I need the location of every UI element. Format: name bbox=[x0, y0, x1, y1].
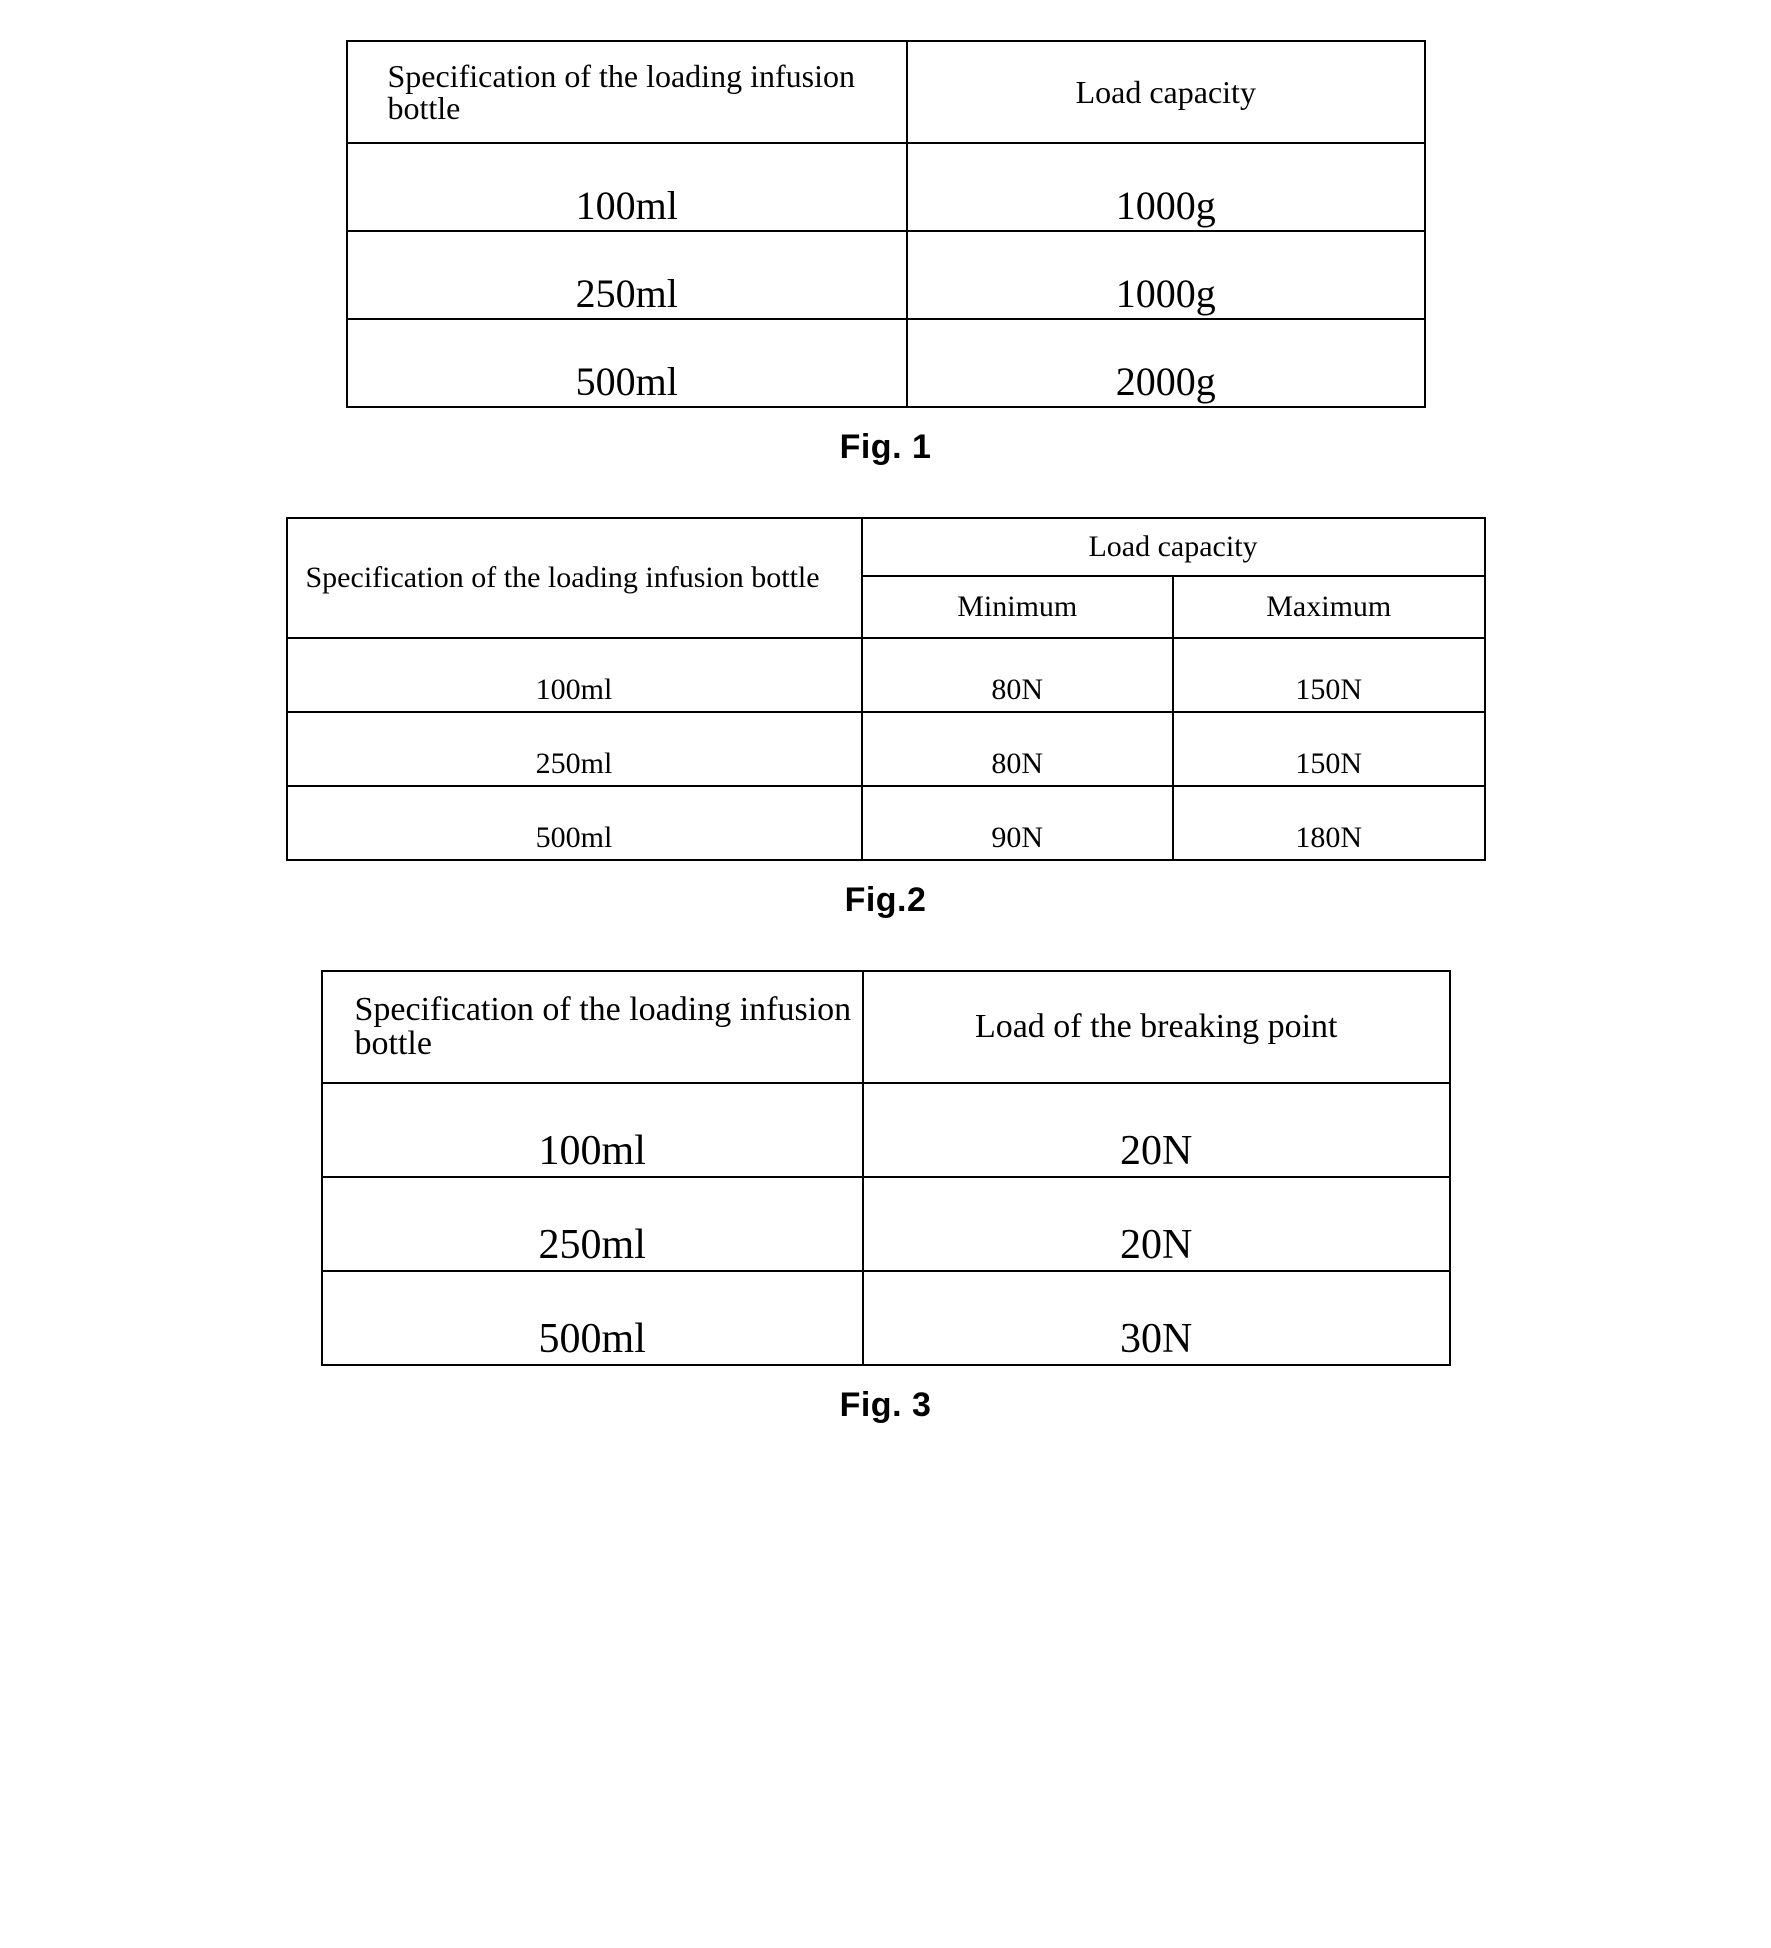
col-header-load: Load of the breaking point bbox=[863, 971, 1450, 1083]
cell-load: 20N bbox=[863, 1083, 1450, 1177]
cell-spec: 250ml bbox=[287, 712, 862, 786]
cell-spec: 500ml bbox=[347, 319, 908, 407]
figure-caption: Fig.2 bbox=[120, 881, 1651, 920]
table-row: 500ml 2000g bbox=[347, 319, 1425, 407]
col-header-spec: Specification of the loading infusion bo… bbox=[322, 971, 863, 1083]
table-row: 250ml 1000g bbox=[347, 231, 1425, 319]
cell-max: 150N bbox=[1173, 638, 1485, 712]
col-header-load: Load capacity bbox=[907, 41, 1424, 143]
col-header-spec: Specification of the loading infusion bo… bbox=[347, 41, 908, 143]
cell-spec: 500ml bbox=[287, 786, 862, 860]
table-row: 500ml 30N bbox=[322, 1271, 1450, 1365]
table-3: Specification of the loading infusion bo… bbox=[321, 970, 1451, 1366]
table-header-row: Specification of the loading infusion bo… bbox=[287, 518, 1485, 576]
cell-load: 20N bbox=[863, 1177, 1450, 1271]
cell-spec: 100ml bbox=[287, 638, 862, 712]
cell-max: 150N bbox=[1173, 712, 1485, 786]
figure-caption: Fig. 3 bbox=[120, 1386, 1651, 1425]
table-row: 250ml 20N bbox=[322, 1177, 1450, 1271]
cell-load: 30N bbox=[863, 1271, 1450, 1365]
cell-spec: 250ml bbox=[322, 1177, 863, 1271]
table-header-row: Specification of the loading infusion bo… bbox=[322, 971, 1450, 1083]
col-header-load: Load capacity bbox=[862, 518, 1485, 576]
table-row: 500ml 90N 180N bbox=[287, 786, 1485, 860]
cell-min: 80N bbox=[862, 638, 1173, 712]
cell-min: 80N bbox=[862, 712, 1173, 786]
cell-spec: 250ml bbox=[347, 231, 908, 319]
cell-load: 1000g bbox=[907, 143, 1424, 231]
cell-max: 180N bbox=[1173, 786, 1485, 860]
cell-min: 90N bbox=[862, 786, 1173, 860]
table-row: 100ml 80N 150N bbox=[287, 638, 1485, 712]
table-row: 100ml 20N bbox=[322, 1083, 1450, 1177]
figure-2: Specification of the loading infusion bo… bbox=[120, 517, 1651, 920]
figure-3: Specification of the loading infusion bo… bbox=[120, 970, 1651, 1425]
col-header-max: Maximum bbox=[1173, 576, 1485, 638]
col-header-spec: Specification of the loading infusion bo… bbox=[287, 518, 862, 638]
cell-spec: 100ml bbox=[347, 143, 908, 231]
figure-1: Specification of the loading infusion bo… bbox=[120, 40, 1651, 467]
cell-spec: 500ml bbox=[322, 1271, 863, 1365]
table-2: Specification of the loading infusion bo… bbox=[286, 517, 1486, 861]
cell-load: 2000g bbox=[907, 319, 1424, 407]
cell-spec: 100ml bbox=[322, 1083, 863, 1177]
cell-load: 1000g bbox=[907, 231, 1424, 319]
table-1: Specification of the loading infusion bo… bbox=[346, 40, 1426, 408]
col-header-min: Minimum bbox=[862, 576, 1173, 638]
figure-caption: Fig. 1 bbox=[120, 428, 1651, 467]
table-header-row: Specification of the loading infusion bo… bbox=[347, 41, 1425, 143]
table-row: 100ml 1000g bbox=[347, 143, 1425, 231]
table-row: 250ml 80N 150N bbox=[287, 712, 1485, 786]
